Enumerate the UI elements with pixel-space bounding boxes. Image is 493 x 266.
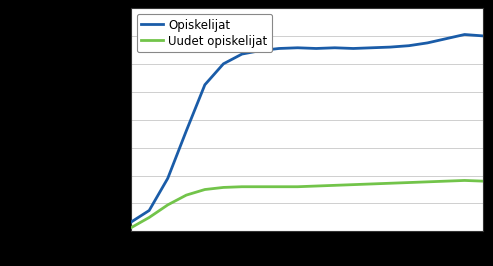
Uudet opiskelijat [128, 226, 134, 230]
Uudet opiskelijat [202, 188, 208, 191]
Legend: Opiskelijat, Uudet opiskelijat: Opiskelijat, Uudet opiskelijat [137, 14, 273, 52]
Uudet opiskelijat [461, 179, 467, 182]
Opiskelijat [461, 33, 467, 36]
Uudet opiskelijat [424, 180, 430, 184]
Uudet opiskelijat [332, 184, 338, 187]
Uudet opiskelijat [257, 185, 263, 188]
Opiskelijat [220, 62, 226, 65]
Opiskelijat [165, 177, 171, 180]
Uudet opiskelijat [480, 180, 486, 183]
Opiskelijat [239, 52, 245, 56]
Uudet opiskelijat [351, 183, 356, 186]
Uudet opiskelijat [369, 182, 375, 186]
Opiskelijat [332, 46, 338, 49]
Opiskelijat [183, 129, 189, 132]
Opiskelijat [257, 49, 263, 52]
Opiskelijat [351, 47, 356, 50]
Uudet opiskelijat [406, 181, 412, 184]
Uudet opiskelijat [239, 185, 245, 188]
Opiskelijat [387, 45, 393, 49]
Opiskelijat [146, 209, 152, 212]
Opiskelijat [128, 221, 134, 224]
Uudet opiskelijat [220, 186, 226, 189]
Uudet opiskelijat [295, 185, 301, 188]
Opiskelijat [406, 44, 412, 47]
Uudet opiskelijat [146, 216, 152, 219]
Opiskelijat [276, 47, 282, 50]
Opiskelijat [295, 46, 301, 49]
Opiskelijat [424, 41, 430, 44]
Opiskelijat [369, 46, 375, 49]
Opiskelijat [443, 37, 449, 40]
Uudet opiskelijat [313, 184, 319, 188]
Uudet opiskelijat [276, 185, 282, 188]
Uudet opiskelijat [443, 180, 449, 183]
Line: Uudet opiskelijat: Uudet opiskelijat [131, 180, 483, 228]
Line: Opiskelijat: Opiskelijat [131, 35, 483, 222]
Uudet opiskelijat [165, 203, 171, 206]
Uudet opiskelijat [183, 194, 189, 197]
Opiskelijat [313, 47, 319, 50]
Opiskelijat [202, 83, 208, 86]
Uudet opiskelijat [387, 182, 393, 185]
Opiskelijat [480, 34, 486, 38]
